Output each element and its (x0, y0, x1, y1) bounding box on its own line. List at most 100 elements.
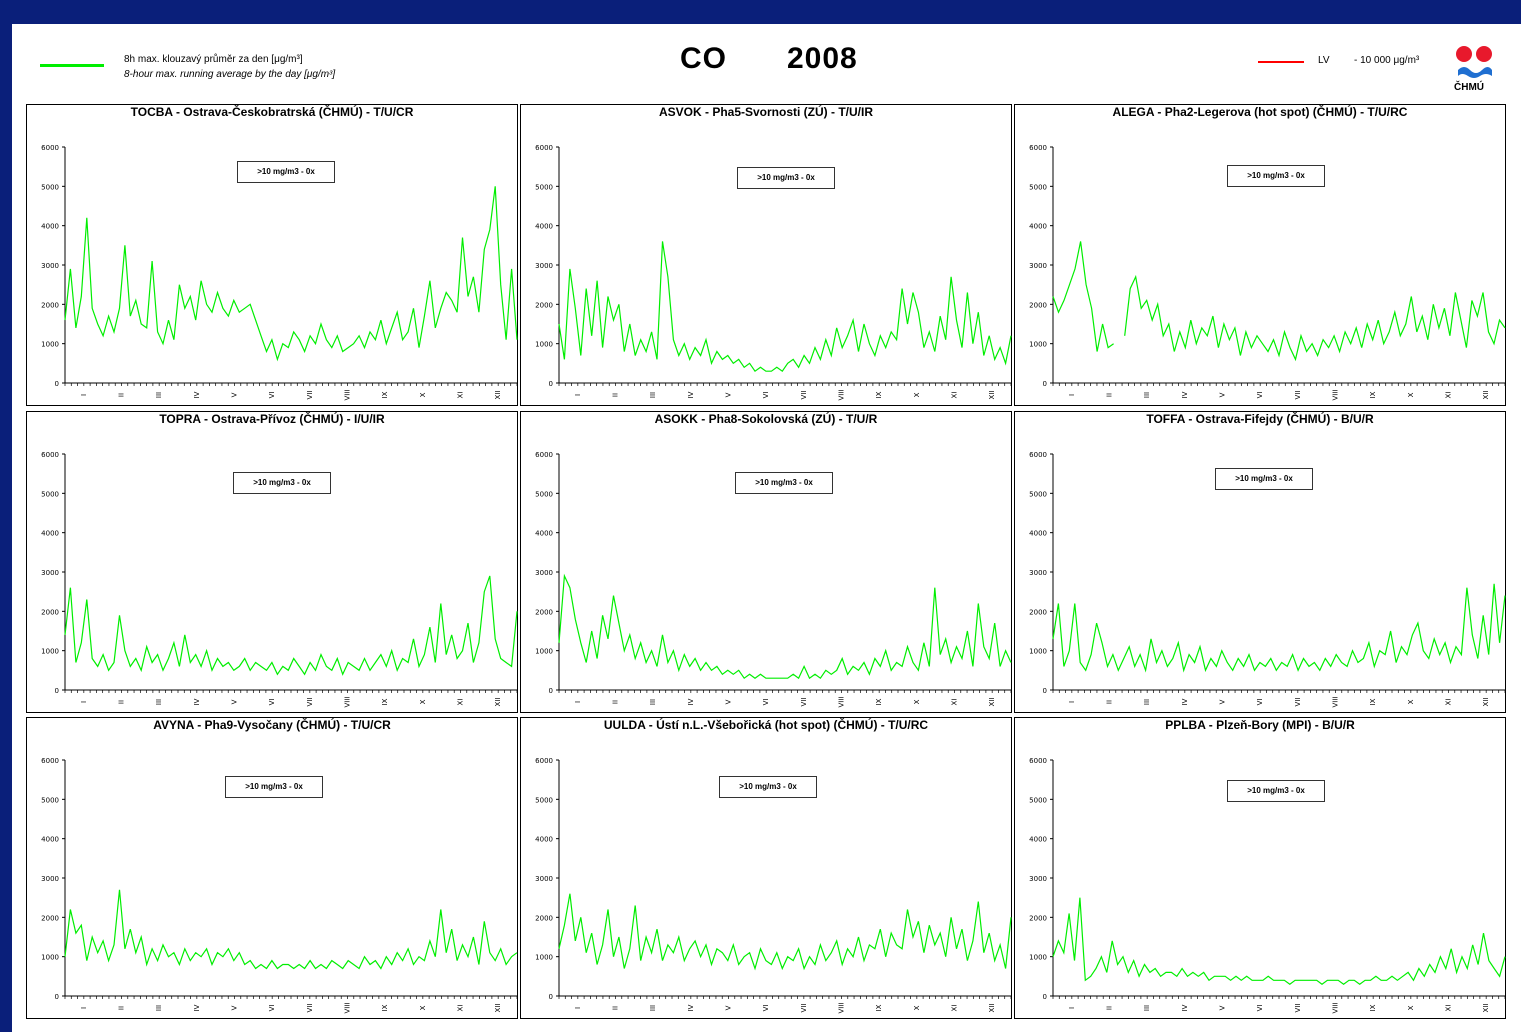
chart-panel: 0 1000 2000 3000 4000 5000 6000 I II III IV V VI VII V… (26, 717, 518, 1019)
x-tick-label: XII (1482, 391, 1490, 400)
chart-panel: 0 1000 2000 3000 4000 5000 6000 I II III IV V VI VII V… (520, 104, 1012, 406)
y-tick-label: 5000 (1029, 796, 1047, 804)
chart-title: PPLBA - Plzeň-Bory (MPI) - B/U/R (1165, 718, 1355, 732)
x-tick-label: IV (193, 391, 201, 398)
exceedance-annotation: >10 mg/m3 - 0x (735, 472, 833, 494)
chart-panel: 0 1000 2000 3000 4000 5000 6000 I II III IV V VI VII V… (26, 411, 518, 713)
x-tick-label: II (1106, 393, 1114, 397)
y-tick-label: 1000 (41, 648, 59, 656)
limit-legend: LV - 10 000 μg/m³ (1258, 54, 1458, 74)
x-tick-label: IV (687, 698, 695, 705)
x-tick-label: IV (1181, 698, 1189, 705)
x-tick-label: VII (800, 391, 808, 400)
x-tick-label: VII (1294, 391, 1302, 400)
y-tick-label: 0 (549, 380, 553, 388)
x-tick-label: XI (1445, 392, 1453, 399)
y-tick-label: 5000 (41, 490, 59, 498)
x-tick-label: II (118, 700, 126, 704)
y-tick-label: 6000 (41, 451, 59, 459)
x-tick-label: XII (988, 391, 996, 400)
series-line (1052, 241, 1506, 362)
y-tick-label: 4000 (41, 836, 59, 844)
y-tick-label: 3000 (41, 875, 59, 883)
x-tick-label: VI (268, 699, 276, 706)
y-tick-label: 4000 (535, 836, 553, 844)
x-tick-label: XII (988, 698, 996, 707)
y-tick-label: 6000 (535, 451, 553, 459)
x-tick-label: II (612, 700, 620, 704)
y-tick-label: 2000 (1029, 914, 1047, 922)
x-tick-label: VI (762, 699, 770, 706)
x-tick-label: III (155, 699, 163, 705)
series-legend-swatch (40, 64, 104, 67)
y-tick-label: 6000 (1029, 757, 1047, 765)
x-tick-label: X (419, 392, 427, 397)
x-tick-label: X (1407, 699, 1415, 704)
x-tick-label: IV (687, 391, 695, 398)
x-tick-label: III (1143, 699, 1151, 705)
x-tick-label: I (574, 701, 582, 703)
series-line (1052, 897, 1506, 985)
x-tick-label: V (1219, 392, 1227, 397)
y-tick-label: 5000 (535, 796, 553, 804)
series-line (64, 575, 518, 676)
x-tick-label: XII (1482, 698, 1490, 707)
x-tick-label: XI (457, 699, 465, 706)
y-tick-label: 3000 (1029, 262, 1047, 270)
exceedance-annotation: >10 mg/m3 - 0x (1227, 165, 1325, 187)
x-tick-label: IV (193, 1004, 201, 1011)
series-line (64, 186, 518, 362)
y-tick-label: 6000 (1029, 144, 1047, 152)
chart-title: ALEGA - Pha2-Legerova (hot spot) (ČHMÚ) … (1112, 105, 1408, 119)
x-tick-label: III (155, 1005, 163, 1011)
exceedance-annotation: >10 mg/m3 - 0x (225, 776, 323, 798)
y-tick-label: 2000 (1029, 301, 1047, 309)
y-tick-label: 2000 (41, 301, 59, 309)
y-tick-label: 3000 (1029, 875, 1047, 883)
y-tick-label: 2000 (41, 608, 59, 616)
y-tick-label: 1000 (41, 341, 59, 349)
x-tick-label: VIII (1332, 1003, 1340, 1014)
x-tick-label: X (1407, 1005, 1415, 1010)
x-tick-label: IX (381, 698, 389, 705)
y-tick-label: 0 (55, 687, 59, 695)
x-tick-label: XI (1445, 1005, 1453, 1012)
x-tick-label: II (612, 393, 620, 397)
chart-title: UULDA - Ústí n.L.-Všebořická (hot spot) … (603, 718, 929, 732)
x-tick-label: V (1219, 1005, 1227, 1010)
y-tick-label: 5000 (41, 183, 59, 191)
x-tick-label: IX (875, 1004, 883, 1011)
x-tick-label: X (419, 699, 427, 704)
x-tick-label: X (1407, 392, 1415, 397)
x-tick-label: V (231, 392, 239, 397)
y-tick-label: 5000 (1029, 490, 1047, 498)
y-tick-label: 2000 (535, 301, 553, 309)
y-tick-label: 1000 (1029, 954, 1047, 962)
x-tick-label: IX (381, 1004, 389, 1011)
y-tick-label: 4000 (535, 530, 553, 538)
x-tick-label: VI (762, 1005, 770, 1012)
x-tick-label: VII (306, 1004, 314, 1013)
x-tick-label: XI (1445, 699, 1453, 706)
x-tick-label: VI (1256, 1005, 1264, 1012)
exceedance-annotation: >10 mg/m3 - 0x (737, 167, 835, 189)
y-tick-label: 5000 (535, 490, 553, 498)
y-tick-label: 2000 (41, 914, 59, 922)
x-tick-label: V (1219, 699, 1227, 704)
y-tick-label: 0 (55, 993, 59, 1001)
y-tick-label: 4000 (1029, 223, 1047, 231)
y-tick-label: 2000 (535, 608, 553, 616)
x-tick-label: VIII (838, 697, 846, 708)
x-tick-label: VIII (344, 697, 352, 708)
chart-title: TOFFA - Ostrava-Fifejdy (ČHMÚ) - B/U/R (1146, 412, 1374, 426)
x-tick-label: X (913, 1005, 921, 1010)
y-tick-label: 3000 (535, 875, 553, 883)
y-tick-label: 5000 (535, 183, 553, 191)
